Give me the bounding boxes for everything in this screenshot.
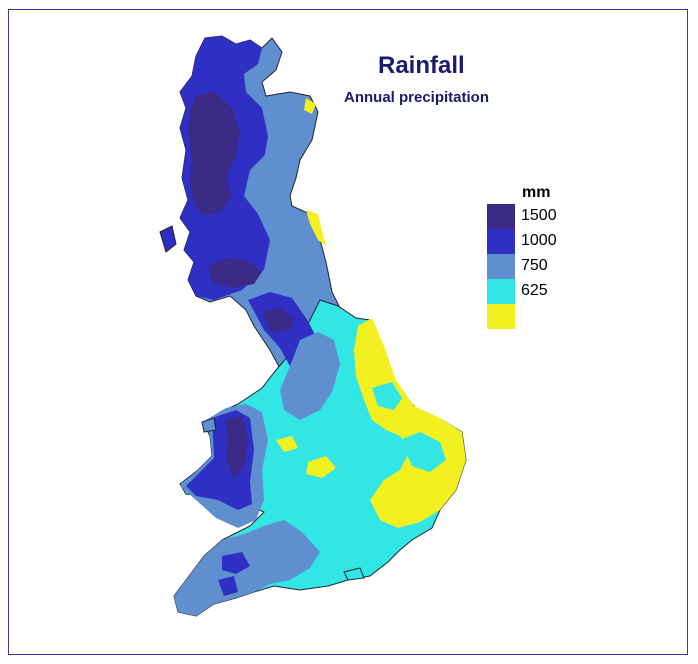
northeast-very-dry-patch xyxy=(304,98,316,114)
legend-item: 1500 xyxy=(485,204,605,229)
legend-swatch xyxy=(487,279,515,304)
legend-unit: mm xyxy=(522,184,551,201)
legend-label: 1000 xyxy=(521,232,557,249)
map-title: Rainfall xyxy=(378,52,465,79)
legend-label: 750 xyxy=(521,257,548,274)
midlands-dry-patch xyxy=(372,382,402,410)
east-anglia-very-dry-zone xyxy=(354,318,466,528)
legend-swatch xyxy=(487,204,515,229)
central-very-dry-patch xyxy=(306,456,336,478)
dartmoor-wet-zone xyxy=(222,552,250,574)
west-midlands-very-dry-patch xyxy=(276,436,298,452)
east-cyan-pocket xyxy=(400,432,446,472)
exmoor-wet-zone xyxy=(218,576,238,596)
east-scotland-moderate-zone xyxy=(256,100,308,200)
legend-swatch xyxy=(487,304,515,329)
isle-of-wight xyxy=(343,567,365,581)
legend-item: 625 xyxy=(485,279,605,304)
anglesey xyxy=(201,417,217,433)
southwest-moderate-zone xyxy=(174,520,320,616)
southwest-scotland-very-wet-zone xyxy=(208,258,262,288)
lake-district-very-wet-zone xyxy=(262,308,294,332)
wales-very-wet-zone xyxy=(226,416,248,478)
pennines-moderate-zone xyxy=(280,332,340,420)
map-subtitle: Annual precipitation xyxy=(344,89,490,106)
legend-label: 625 xyxy=(521,282,548,299)
legend-swatch xyxy=(487,254,515,279)
legend-item xyxy=(485,304,605,329)
hebrides-islands xyxy=(159,225,177,253)
legend-label: 1500 xyxy=(521,207,557,224)
legend-swatch xyxy=(487,229,515,254)
highlands-very-wet-zone xyxy=(188,92,240,216)
coast-very-dry-strip xyxy=(306,210,326,246)
legend-item: 750 xyxy=(485,254,605,279)
legend-item: 1000 xyxy=(485,229,605,254)
